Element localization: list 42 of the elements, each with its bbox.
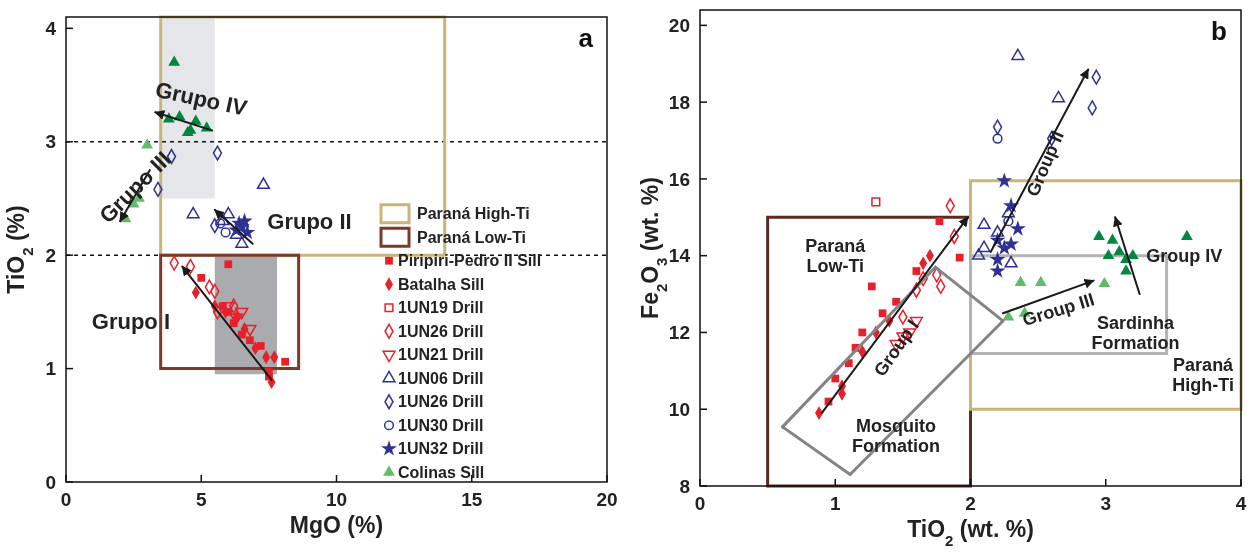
legend-label: 1UN26 Drill — [398, 393, 484, 411]
x-axis-title: TiO$_{2}$ (wt. %) — [907, 516, 1034, 549]
legend-label: 1UN26 Drill — [398, 322, 484, 340]
annotation: Grupo IV — [153, 76, 250, 121]
y-tick-label: 2 — [45, 244, 56, 266]
legend-label: 1UN06 Drill — [398, 369, 484, 387]
y-tick-label: 0 — [45, 471, 56, 493]
x-tick-label: 1 — [829, 493, 841, 514]
x-tick-label: 0 — [694, 493, 706, 514]
legend-label: Piripiri-Pedro II Sill — [398, 252, 542, 270]
y-tick-label: 4 — [45, 17, 57, 39]
legend-label: Colinas Sill — [398, 463, 485, 481]
y-tick-label: 12 — [668, 322, 690, 344]
legend-label: Batalha Sill — [398, 275, 485, 293]
annotation: Group IV — [1146, 245, 1223, 266]
x-tick-label: 3 — [1100, 493, 1112, 514]
x-tick-label: 2 — [965, 493, 976, 514]
y-tick-label: 20 — [668, 15, 690, 36]
annotation: Paraná High-Ti — [1172, 355, 1235, 395]
annotation: b — [1211, 16, 1227, 46]
y-tick-label: 10 — [668, 398, 690, 420]
legend-label: 1UN30 Drill — [398, 416, 484, 434]
x-tick-label: 4 — [1235, 493, 1247, 514]
annotation: a — [578, 23, 594, 53]
x-tick-label: 5 — [195, 489, 207, 510]
y-tick-label: 18 — [668, 91, 690, 113]
x-axis-title: MgO (%) — [289, 512, 384, 538]
x-tick-label: 20 — [596, 489, 618, 510]
x-tick-label: 10 — [325, 489, 348, 510]
legend-label: 1UN21 Drill — [398, 346, 484, 364]
y-tick-label: 1 — [45, 358, 57, 380]
y-tick-label: 8 — [679, 475, 690, 497]
annotation: Grupo II — [267, 208, 352, 234]
x-tick-label: 15 — [461, 489, 483, 510]
annotation: Paraná Low-Ti — [805, 236, 867, 276]
x-tick-label: 0 — [60, 489, 72, 510]
annotation: Grupo I — [91, 308, 171, 334]
y-tick-label: 16 — [668, 168, 690, 190]
y-tick-label: 3 — [45, 131, 56, 153]
legend-label: 1UN32 Drill — [398, 440, 484, 458]
legend-label: 1UN19 Drill — [398, 299, 484, 317]
y-tick-label: 14 — [668, 245, 691, 267]
